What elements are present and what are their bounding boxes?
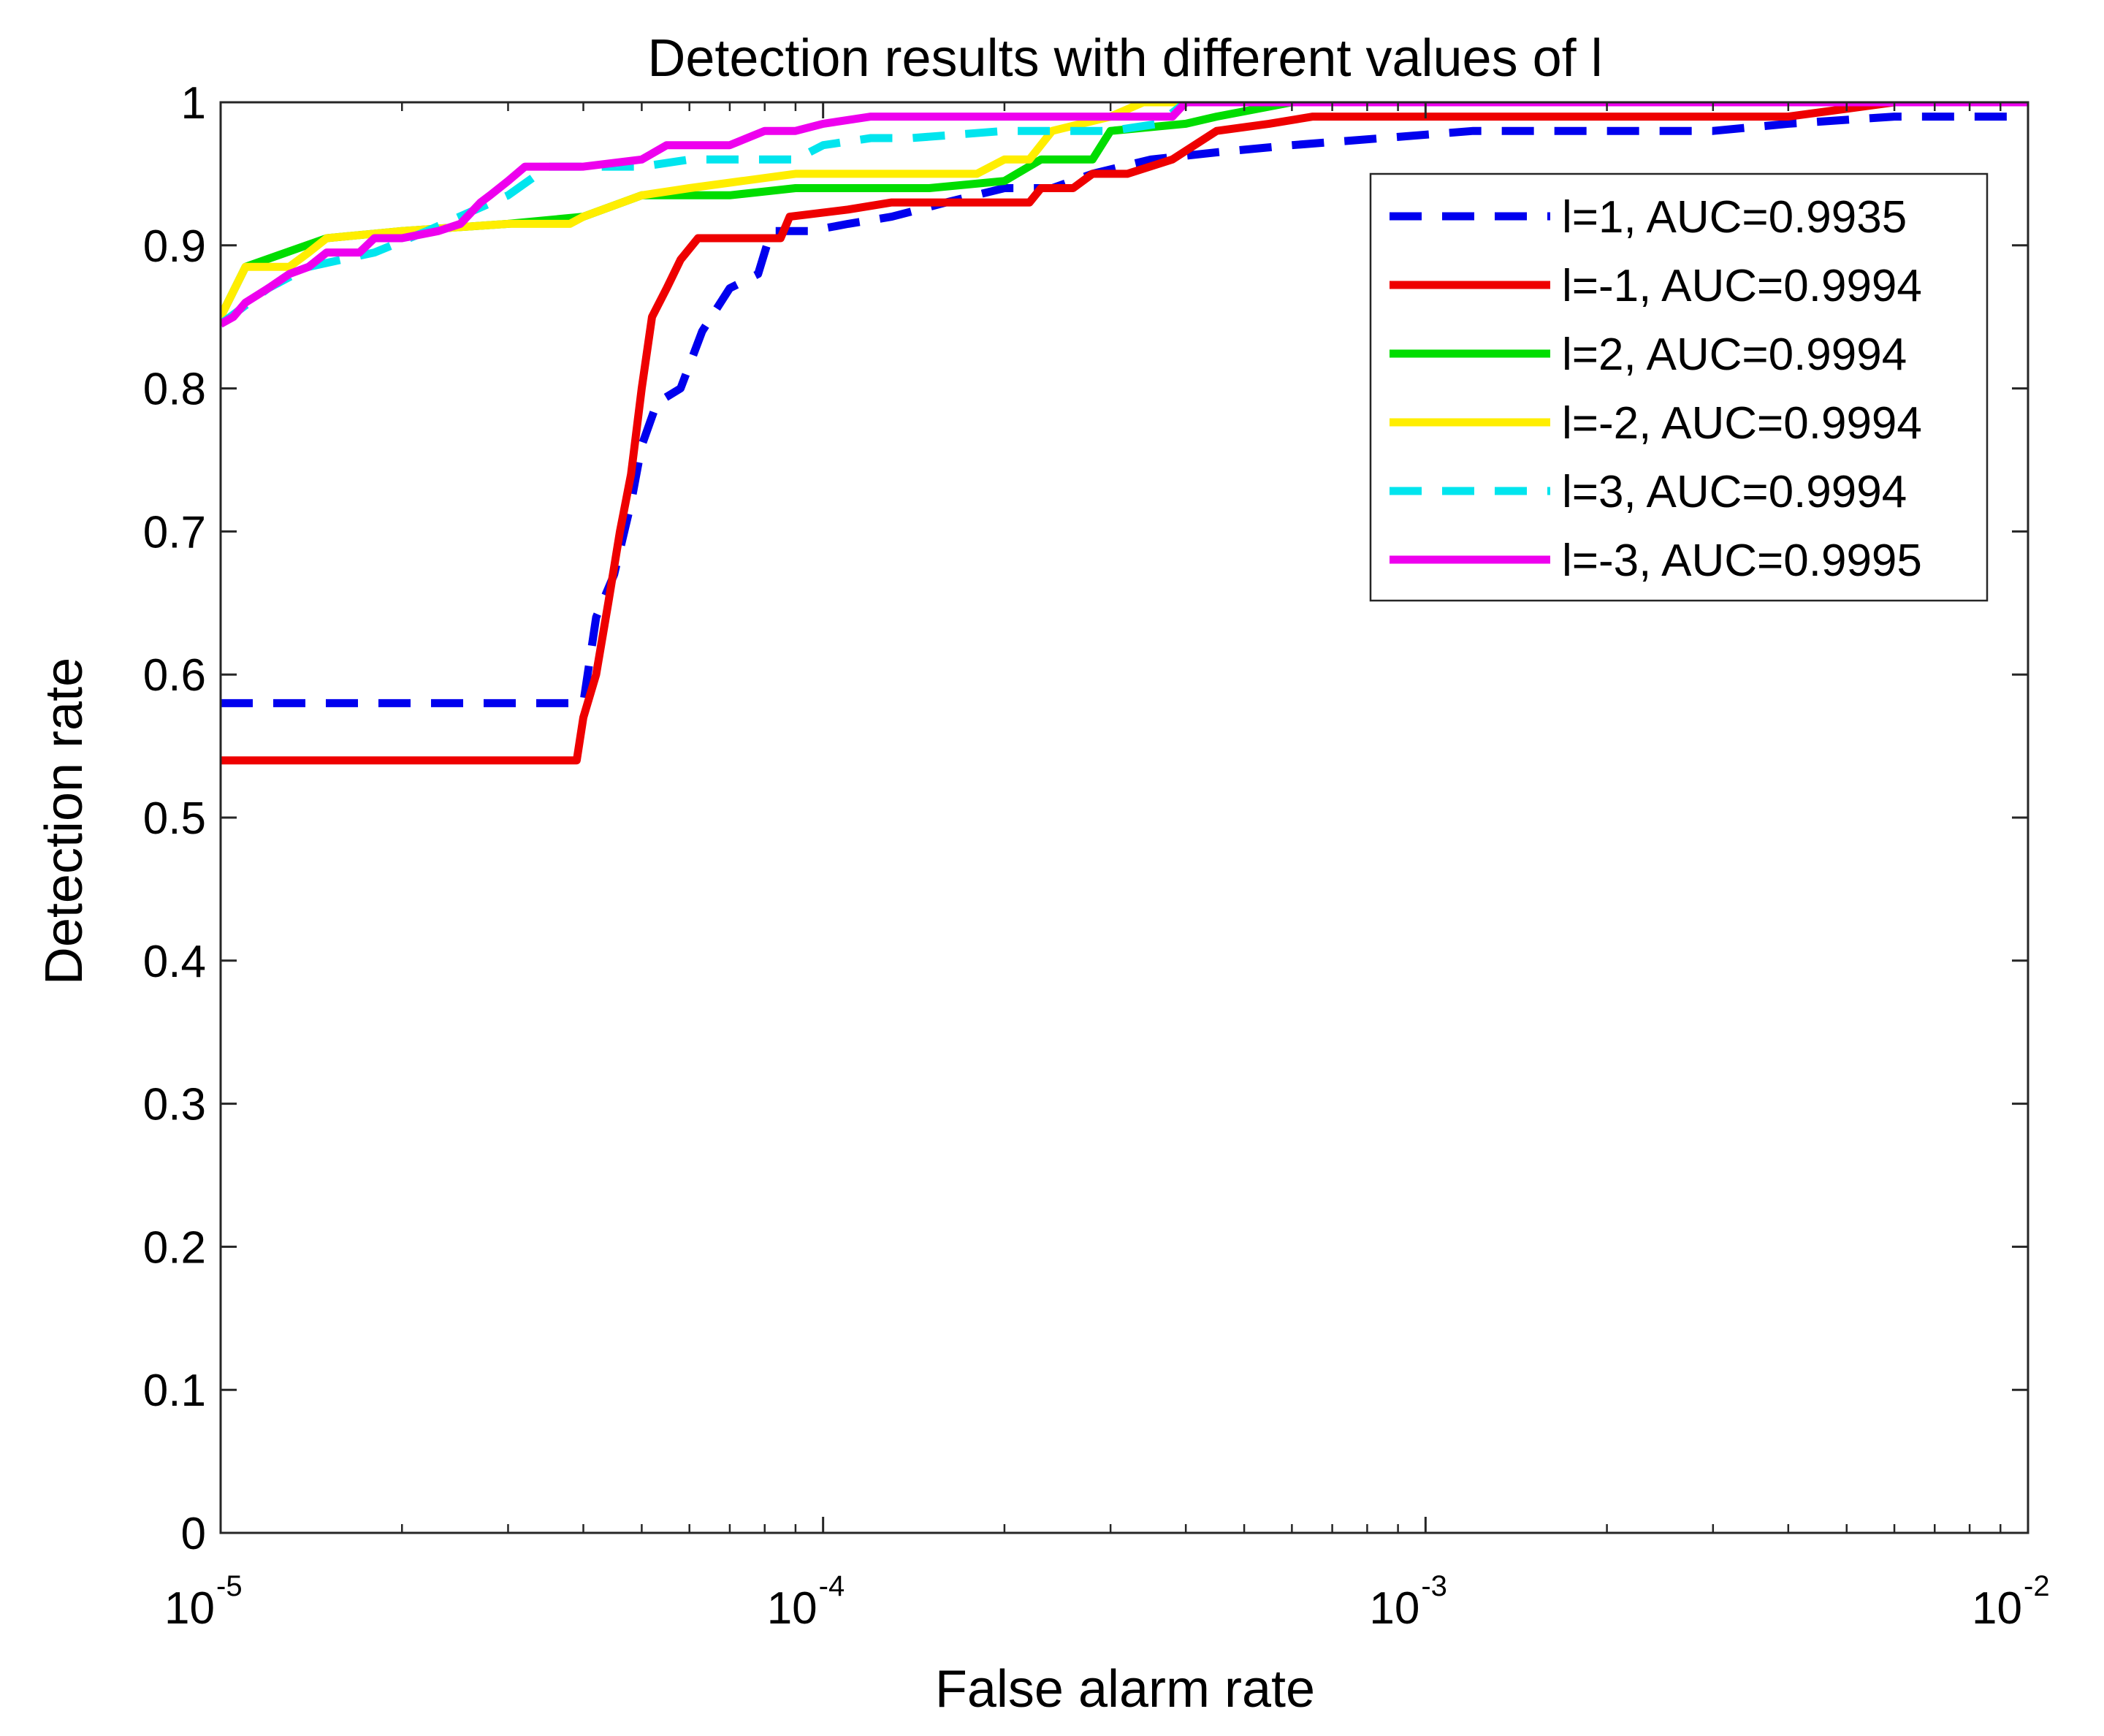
x-tick-label: 10 -4 <box>767 1570 845 1634</box>
y-tick-label: 0 <box>181 1509 206 1559</box>
x-tick-label: 10 -3 <box>1369 1570 1447 1634</box>
y-tick-label: 0.2 <box>143 1222 206 1273</box>
legend-entry: l=-2, AUC=0.9994 <box>1390 398 1922 449</box>
legend-entry: l=-1, AUC=0.9994 <box>1390 261 1922 311</box>
y-tick-label: 1 <box>181 78 206 129</box>
x-tick-label-exponent: -5 <box>216 1570 243 1602</box>
y-tick-label: 0.8 <box>143 365 206 415</box>
legend-label: l=2, AUC=0.9994 <box>1562 330 1907 380</box>
y-tick-label: 0.1 <box>143 1366 206 1416</box>
legend-label: l=-2, AUC=0.9994 <box>1562 398 1922 449</box>
legend-label: l=-1, AUC=0.9994 <box>1562 261 1922 311</box>
legend-label: l=-3, AUC=0.9995 <box>1562 536 1922 586</box>
legend-entry: l=2, AUC=0.9994 <box>1390 330 1907 380</box>
series-line <box>221 102 2028 765</box>
x-tick-label: 10 -2 <box>1972 1570 2050 1634</box>
legend-entry: l=1, AUC=0.9935 <box>1390 192 1907 243</box>
y-tick-label: 0.7 <box>143 507 206 557</box>
y-tick-label: 0.5 <box>143 793 206 844</box>
x-axis-label: False alarm rate <box>935 1660 1315 1718</box>
x-tick-label-base: 10 <box>164 1583 215 1634</box>
series-line <box>221 113 2028 707</box>
legend-label: l=1, AUC=0.9935 <box>1562 192 1907 243</box>
x-tick-label-exponent: -2 <box>2024 1570 2050 1602</box>
x-tick-label-base: 10 <box>1972 1583 2022 1634</box>
x-tick-label-base: 10 <box>1369 1583 1419 1634</box>
series-line <box>221 102 2028 327</box>
series-line <box>221 102 2028 319</box>
y-axis-label: Detection rate <box>35 658 94 985</box>
legend: l=1, AUC=0.9935 l=-1, AUC=0.9994 l=2, AUC=… <box>1369 172 1989 602</box>
x-tick-label-exponent: -4 <box>819 1570 845 1602</box>
series-layer <box>221 102 2028 765</box>
x-tick-label-base: 10 <box>767 1583 817 1634</box>
legend-entry: l=-3, AUC=0.9995 <box>1390 536 1922 586</box>
legend-box <box>1369 172 1989 602</box>
series-line <box>221 102 2028 328</box>
x-tick-label-exponent: -3 <box>1421 1570 1447 1602</box>
chart-title: Detection results with different values … <box>647 29 1602 88</box>
y-tick-label: 0.4 <box>143 937 206 987</box>
y-tick-label: 0.6 <box>143 650 206 701</box>
y-tick-label: 0.3 <box>143 1080 206 1130</box>
y-tick-label: 0.9 <box>143 221 206 272</box>
x-tick-label: 10 -5 <box>164 1570 243 1634</box>
legend-label: l=3, AUC=0.9994 <box>1562 467 1907 517</box>
legend-entry: l=3, AUC=0.9994 <box>1390 467 1907 517</box>
